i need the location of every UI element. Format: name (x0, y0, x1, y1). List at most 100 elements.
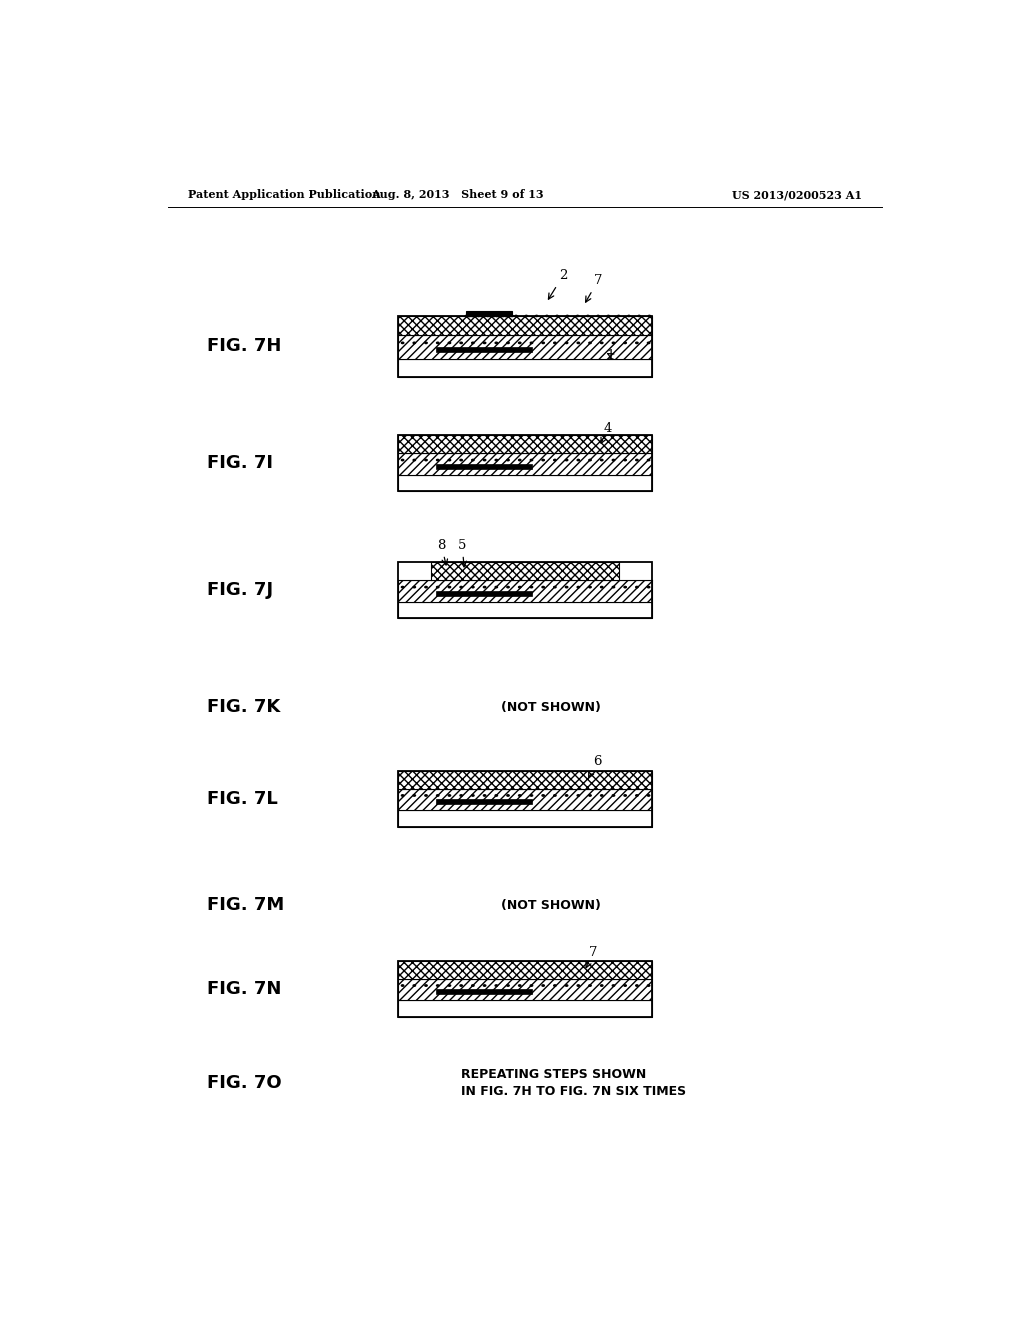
Ellipse shape (518, 586, 521, 587)
Bar (397, 810, 652, 826)
Ellipse shape (647, 795, 650, 796)
Ellipse shape (483, 586, 485, 587)
Ellipse shape (530, 342, 532, 343)
Ellipse shape (449, 586, 451, 587)
Ellipse shape (612, 586, 614, 587)
Bar (431, 562, 618, 581)
Ellipse shape (518, 795, 521, 796)
Bar (397, 602, 652, 618)
Ellipse shape (425, 586, 427, 587)
Ellipse shape (413, 342, 416, 343)
Ellipse shape (401, 459, 403, 461)
Ellipse shape (636, 586, 638, 587)
Ellipse shape (612, 459, 614, 461)
Bar (618, 562, 651, 581)
Ellipse shape (578, 342, 580, 343)
Bar (436, 591, 532, 595)
Ellipse shape (425, 795, 427, 796)
Ellipse shape (507, 795, 509, 796)
Ellipse shape (518, 985, 521, 986)
Ellipse shape (413, 586, 416, 587)
Ellipse shape (472, 795, 474, 796)
Ellipse shape (460, 342, 463, 343)
Ellipse shape (507, 342, 509, 343)
Text: 7: 7 (586, 275, 602, 302)
Ellipse shape (624, 342, 627, 343)
Ellipse shape (460, 795, 463, 796)
Ellipse shape (589, 985, 591, 986)
Ellipse shape (578, 586, 580, 587)
Ellipse shape (589, 795, 591, 796)
Ellipse shape (542, 985, 545, 986)
Bar (397, 562, 652, 618)
Ellipse shape (565, 459, 567, 461)
Text: Aug. 8, 2013   Sheet 9 of 13: Aug. 8, 2013 Sheet 9 of 13 (371, 190, 544, 201)
Ellipse shape (600, 985, 603, 986)
Ellipse shape (578, 795, 580, 796)
Text: (NOT SHOWN): (NOT SHOWN) (501, 899, 601, 912)
Ellipse shape (554, 795, 556, 796)
Bar (397, 436, 652, 453)
Bar (397, 581, 652, 602)
Ellipse shape (565, 985, 567, 986)
Ellipse shape (449, 459, 451, 461)
Bar (466, 310, 512, 315)
Bar (397, 978, 652, 1001)
Text: FIG. 7K: FIG. 7K (207, 698, 281, 717)
Ellipse shape (496, 586, 498, 587)
Ellipse shape (401, 586, 403, 587)
Text: US 2013/0200523 A1: US 2013/0200523 A1 (732, 190, 862, 201)
Ellipse shape (636, 985, 638, 986)
Ellipse shape (554, 586, 556, 587)
Bar (397, 788, 652, 810)
Ellipse shape (413, 985, 416, 986)
Text: FIG. 7H: FIG. 7H (207, 338, 282, 355)
Bar (397, 335, 652, 359)
Ellipse shape (647, 342, 650, 343)
Ellipse shape (530, 459, 532, 461)
Text: FIG. 7I: FIG. 7I (207, 454, 273, 473)
Bar (397, 810, 652, 826)
Ellipse shape (436, 985, 439, 986)
Ellipse shape (413, 795, 416, 796)
Text: FIG. 7L: FIG. 7L (207, 789, 279, 808)
Text: 5: 5 (458, 539, 466, 566)
Ellipse shape (600, 586, 603, 587)
Ellipse shape (554, 459, 556, 461)
Bar (436, 347, 532, 352)
Ellipse shape (624, 459, 627, 461)
Ellipse shape (496, 985, 498, 986)
Text: FIG. 7M: FIG. 7M (207, 896, 285, 915)
Ellipse shape (449, 342, 451, 343)
Bar (397, 961, 652, 1016)
Ellipse shape (496, 795, 498, 796)
Bar (436, 799, 532, 804)
Ellipse shape (518, 342, 521, 343)
Ellipse shape (542, 795, 545, 796)
Ellipse shape (636, 342, 638, 343)
Ellipse shape (472, 985, 474, 986)
Ellipse shape (425, 985, 427, 986)
Ellipse shape (507, 586, 509, 587)
Ellipse shape (565, 342, 567, 343)
Bar (397, 771, 652, 788)
Ellipse shape (578, 459, 580, 461)
Ellipse shape (530, 795, 532, 796)
Ellipse shape (554, 342, 556, 343)
Ellipse shape (589, 586, 591, 587)
Ellipse shape (589, 459, 591, 461)
Bar (397, 961, 652, 978)
Bar (397, 978, 652, 1001)
Bar (431, 562, 618, 581)
Ellipse shape (449, 985, 451, 986)
Bar (397, 788, 652, 810)
Bar (436, 989, 532, 994)
Text: FIG. 7O: FIG. 7O (207, 1074, 282, 1093)
Ellipse shape (436, 795, 439, 796)
Text: 4: 4 (601, 422, 612, 444)
Ellipse shape (647, 459, 650, 461)
Bar (397, 961, 652, 978)
Bar (397, 359, 652, 378)
Bar (397, 562, 431, 581)
Ellipse shape (496, 342, 498, 343)
